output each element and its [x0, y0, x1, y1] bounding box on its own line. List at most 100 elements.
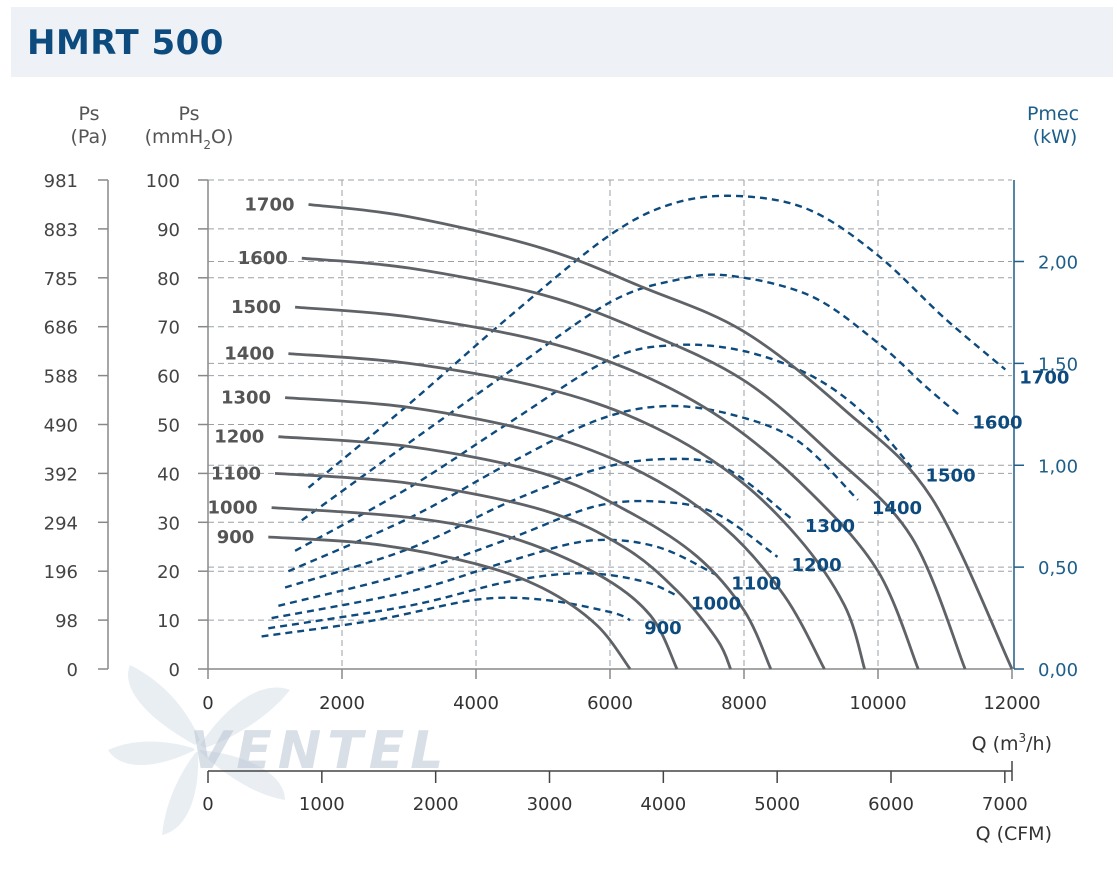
- power-curve-label: 1700: [1019, 367, 1069, 388]
- pa-tick-label: 392: [44, 464, 78, 485]
- pa-tick-label: 294: [44, 513, 78, 534]
- pressure-curve-1100: [274, 472, 732, 670]
- power-curve-label: 1100: [731, 573, 781, 594]
- kw-tick-label: 0,50: [1038, 558, 1078, 579]
- cfm-tick-label: 0: [202, 794, 213, 815]
- mm-tick-label: 40: [157, 464, 180, 485]
- pressure-curve-label: 1700: [244, 194, 294, 215]
- x-cfm-axis-title: Q (CFM): [976, 823, 1052, 845]
- curve-labels: 1700160015001400130012001100100090017001…: [208, 194, 1070, 639]
- power-curve-label: 1600: [972, 412, 1022, 433]
- power-curve-label: 1000: [691, 594, 741, 615]
- power-curve-label: 1400: [872, 498, 922, 519]
- pressure-curve-1700: [308, 203, 1014, 670]
- pressure-curve-label: 1400: [224, 344, 274, 365]
- x-m3h-axis-title: Q (m3/h): [972, 731, 1052, 755]
- right-axis-title-top: Pmec: [1027, 103, 1079, 125]
- mm-tick-label: 10: [157, 611, 180, 632]
- left-pa-axis-title-top: Ps: [78, 103, 99, 125]
- mm-tick-label: 0: [169, 660, 180, 681]
- x-m3h-axis-title-sup: 3: [1019, 731, 1027, 745]
- pressure-curve-1600: [301, 256, 967, 670]
- mm-tick-label: 50: [157, 416, 180, 437]
- pressure-curve-label: 1600: [238, 248, 288, 269]
- pressure-curve-1000: [271, 506, 679, 670]
- pressure-curve-900: [268, 535, 632, 670]
- pressure-curve-1500: [294, 305, 920, 670]
- power-curve-1600: [301, 273, 960, 522]
- mm-tick-label: 80: [157, 269, 180, 290]
- pa-tick-label: 686: [44, 318, 78, 339]
- power-curve-label: 1300: [805, 516, 855, 537]
- left-mm-axis-title-pre: (mmH: [145, 126, 204, 148]
- pressure-curve-label: 1000: [208, 498, 258, 519]
- power-curve-label: 1200: [792, 555, 842, 576]
- x-tick-label: 4000: [453, 693, 499, 714]
- pressure-curve-label: 900: [217, 527, 255, 548]
- x-tick-label: 12000: [983, 693, 1040, 714]
- power-curve-1400: [287, 404, 859, 573]
- power-curve-1500: [294, 343, 913, 552]
- cfm-tick-label: 5000: [754, 794, 800, 815]
- page-title: HMRT 500: [27, 23, 224, 63]
- power-curve-1300: [284, 457, 792, 589]
- cfm-tick-label: 3000: [527, 794, 573, 815]
- mm-tick-label: 60: [157, 367, 180, 388]
- x-m3h-axis-title-pre: Q (m: [972, 733, 1019, 755]
- pa-tick-label: 196: [44, 562, 78, 583]
- right-axis-title-bottom: (kW): [1033, 126, 1078, 148]
- power-curve-label: 1500: [926, 465, 976, 486]
- mm-tick-label: 30: [157, 513, 180, 534]
- pa-tick-label: 785: [44, 269, 78, 290]
- power-curves: [261, 194, 1007, 638]
- cfm-tick-label: 2000: [413, 794, 459, 815]
- pa-tick-label: 883: [44, 220, 78, 241]
- pressure-curve-label: 1500: [231, 297, 281, 318]
- left-mm-axis-title-top: Ps: [178, 103, 199, 125]
- pa-tick-label: 0: [67, 660, 78, 681]
- left-mm-axis-title-sub: 2: [203, 138, 211, 152]
- cfm-tick-label: 4000: [640, 794, 686, 815]
- pa-tick-label: 981: [44, 171, 78, 192]
- pa-tick-label: 490: [44, 416, 78, 437]
- mm-tick-label: 70: [157, 318, 180, 339]
- mm-tick-label: 20: [157, 562, 180, 583]
- cfm-tick-label: 1000: [299, 794, 345, 815]
- pressure-curve-1200: [278, 435, 773, 670]
- x-tick-label: 2000: [319, 693, 365, 714]
- pressure-curves: [268, 203, 1014, 670]
- left-pa-axis-title-bottom: (Pa): [70, 126, 107, 148]
- kw-tick-label: 0,00: [1038, 660, 1078, 681]
- watermark-logo: [108, 665, 290, 835]
- mm-tick-label: 100: [146, 171, 180, 192]
- cfm-tick-label: 7000: [982, 794, 1028, 815]
- x-tick-label: 6000: [587, 693, 633, 714]
- x-tick-label: 10000: [849, 693, 906, 714]
- pa-tick-label: 98: [55, 611, 78, 632]
- x-tick-label: 8000: [721, 693, 767, 714]
- left-mm-axis-title-post: O): [211, 126, 233, 148]
- x-tick-label: 0: [202, 693, 213, 714]
- power-curve-1000: [268, 571, 678, 630]
- pressure-curve-1300: [284, 396, 826, 670]
- power-curve-1700: [307, 194, 1007, 489]
- kw-tick-label: 2,00: [1038, 253, 1078, 274]
- fan-icon: [108, 665, 290, 835]
- pressure-curve-label: 1300: [221, 388, 271, 409]
- pressure-curve-1400: [288, 352, 866, 670]
- pressure-curve-label: 1200: [214, 427, 264, 448]
- x-m3h-axis-title-post: /h): [1026, 733, 1052, 755]
- axes: 0981962943924905886867858839810102030405…: [44, 171, 1078, 815]
- power-curve-1100: [271, 538, 718, 620]
- left-mm-axis-title-bottom: (mmH2O): [145, 126, 234, 152]
- kw-tick-label: 1,50: [1038, 354, 1078, 375]
- watermark-text: VENTEL: [190, 721, 449, 781]
- mm-tick-label: 90: [157, 220, 180, 241]
- power-curve-label: 900: [644, 618, 682, 639]
- kw-tick-label: 1,00: [1038, 456, 1078, 477]
- pressure-curve-label: 1100: [211, 463, 261, 484]
- power-curve-1200: [278, 499, 779, 607]
- pa-tick-label: 588: [44, 367, 78, 388]
- power-curve-900: [261, 596, 631, 638]
